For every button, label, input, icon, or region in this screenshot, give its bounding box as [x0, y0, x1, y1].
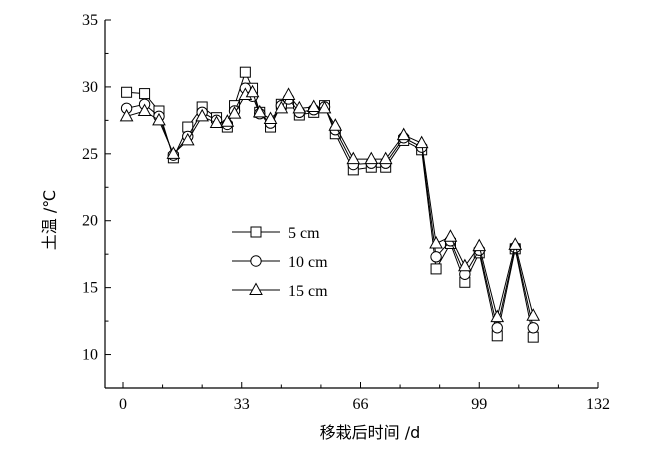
series-triangle: [119, 84, 541, 323]
x-tick-label: 33: [234, 396, 250, 413]
data-point-triangle: [414, 135, 429, 149]
y-tick-label: 20: [82, 213, 98, 230]
data-point-square: [527, 331, 539, 343]
data-point-circle: [430, 251, 442, 263]
data-point-triangle: [429, 235, 443, 249]
y-tick-label: 30: [82, 79, 98, 96]
y-tick-label: 25: [82, 146, 98, 163]
x-tick-label: 0: [119, 396, 127, 413]
data-point-triangle: [508, 237, 523, 250]
data-point-triangle: [180, 132, 195, 146]
x-axis-title: 移栽后时间 /d: [320, 423, 421, 442]
y-tick-label: 15: [82, 280, 98, 297]
data-point-triangle: [245, 84, 260, 98]
x-tick-label: 66: [352, 396, 368, 413]
legend-marker-circle: [250, 255, 262, 267]
data-point-triangle: [526, 308, 541, 321]
data-point-triangle: [364, 151, 379, 165]
legend-marker-triangle: [249, 282, 263, 295]
data-point-triangle: [443, 229, 458, 242]
data-point-triangle: [306, 99, 321, 112]
legend-label: 10 cm: [288, 254, 328, 271]
x-tick-label: 99: [471, 396, 487, 413]
data-point-circle: [527, 322, 539, 334]
data-point-triangle: [396, 127, 411, 141]
data-point-triangle: [292, 100, 307, 114]
data-point-triangle: [328, 118, 343, 131]
data-point-triangle: [490, 309, 505, 323]
data-point-square: [430, 263, 442, 275]
data-point-triangle: [274, 100, 289, 114]
series-layer: [119, 66, 541, 343]
data-point-triangle: [119, 108, 134, 122]
data-point-square: [139, 88, 151, 100]
data-point-triangle: [209, 115, 224, 129]
legend-label: 5 cm: [288, 225, 320, 242]
axes: 10 15 20 25 30 35 0 33 66 99 132: [82, 12, 610, 413]
data-point-triangle: [472, 238, 487, 252]
data-point-triangle: [220, 114, 235, 127]
y-tick-label: 10: [82, 347, 98, 364]
data-point-triangle: [166, 146, 181, 159]
data-point-triangle: [263, 111, 278, 125]
data-point-triangle: [252, 104, 267, 118]
data-point-triangle: [137, 103, 152, 116]
legend-marker-square: [250, 226, 262, 238]
data-point-triangle: [195, 108, 210, 122]
data-point-square: [121, 86, 133, 98]
legend-label: 15 cm: [288, 283, 328, 300]
data-point-square: [239, 66, 251, 78]
data-point-triangle: [227, 106, 242, 119]
data-point-triangle: [317, 100, 332, 114]
y-axis-title: 土温 /℃: [40, 190, 59, 250]
legend: 5 cm 10 cm 15 cm: [232, 225, 328, 300]
x-tick-label: 132: [586, 396, 610, 413]
data-point-triangle: [152, 112, 166, 126]
data-point-triangle: [458, 258, 472, 272]
data-point-triangle: [281, 87, 296, 100]
y-tick-label: 35: [82, 12, 98, 29]
data-point-triangle: [346, 151, 361, 165]
data-point-circle: [491, 322, 503, 334]
data-point-triangle: [378, 151, 393, 165]
